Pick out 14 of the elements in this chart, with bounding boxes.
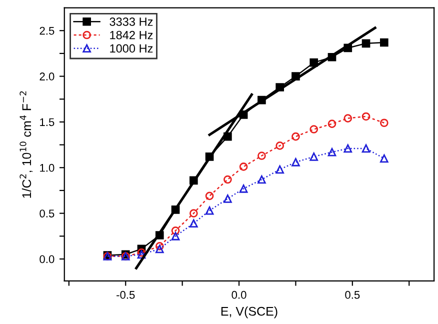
y-tick-label: 2.0 [40,72,54,80]
y-tick-label: 0.0 [40,255,54,264]
legend-label: 1000 Hz [110,44,153,53]
legend-label: 1842 Hz [110,30,153,40]
x-tick-label: 0.0 [232,290,246,299]
y-tick-label: 1.5 [40,118,54,126]
x-tick-label: -0.5 [116,290,135,299]
x-tick-label: 0.5 [345,290,360,299]
y-tick-label: 0.5 [40,210,54,218]
y-tick-label: 2.5 [40,26,54,35]
y-tick-label: 1.0 [40,164,54,172]
y-axis-title: 1/C$^{2}$, 10$^{10}$ cm$^{4}$ F$^{−2}$ [20,91,33,198]
x-axis-title: E, V(SCE) [221,306,278,318]
legend-label: 3333 Hz [110,18,153,26]
